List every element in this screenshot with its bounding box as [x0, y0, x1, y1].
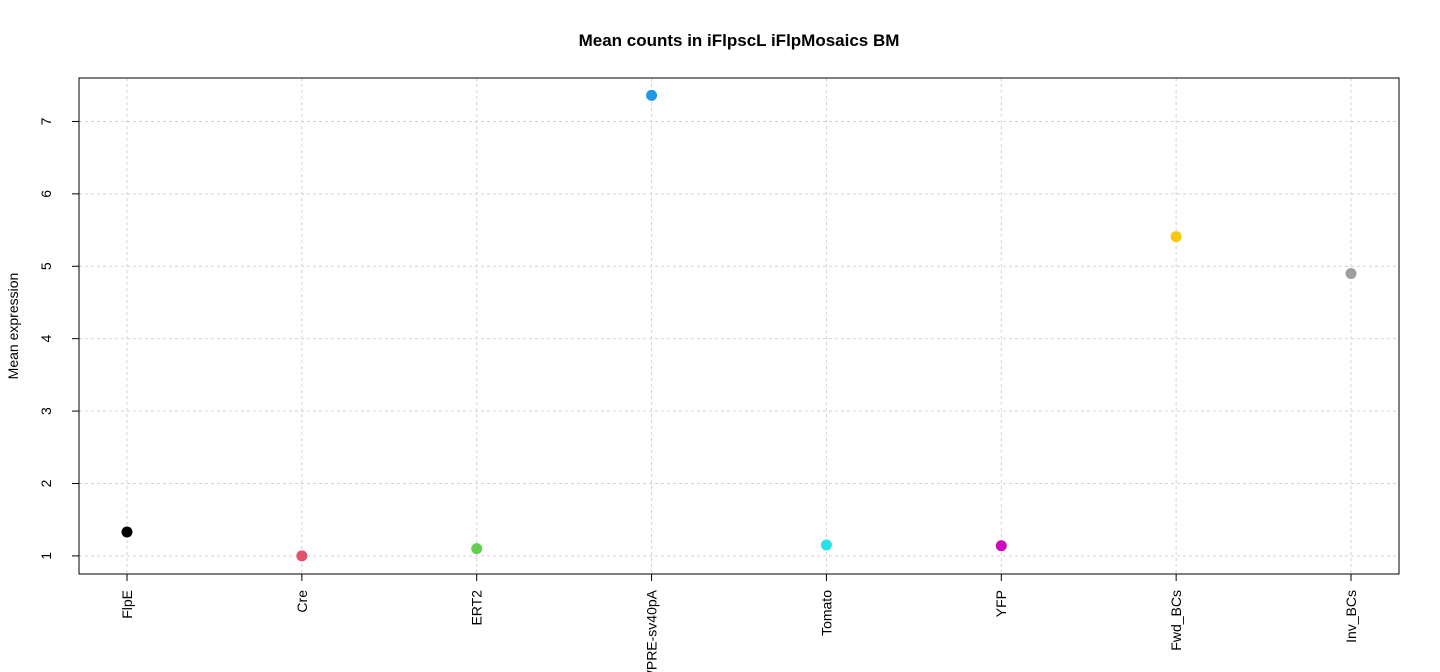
y-tick-label: 1: [38, 552, 54, 560]
data-point-wpre-sv40pa: [646, 89, 658, 101]
grid-lines: [79, 78, 1399, 574]
plot-frame: [78, 77, 1400, 575]
data-point-flpe: [121, 526, 133, 538]
x-tick-label: Fwd_BCs: [1168, 590, 1184, 651]
y-tick-label: 6: [38, 190, 54, 198]
data-point-inv-bcs: [1345, 268, 1357, 280]
y-tick-label: 7: [38, 117, 54, 125]
x-tick-label: YFP: [993, 590, 1009, 617]
data-point-ert2: [471, 543, 483, 555]
x-tick-label: FlpE: [119, 590, 135, 619]
data-point-tomato: [820, 539, 832, 551]
y-tick-label: 4: [38, 335, 54, 343]
x-tick-label: Cre: [294, 590, 310, 613]
x-tick-label: ERT2: [469, 590, 485, 626]
chart-title: Mean counts in iFlpscL iFlpMosaics BM: [579, 31, 900, 50]
x-tick-label: Inv_BCs: [1343, 590, 1359, 643]
data-point-yfp: [995, 540, 1007, 552]
x-tick-label: WPRE-sv40pA: [643, 589, 659, 672]
y-tick-label: 5: [38, 262, 54, 270]
y-tick-label: 2: [38, 479, 54, 487]
data-point-fwd-bcs: [1170, 231, 1182, 243]
x-axis: FlpE Cre ERT2 WPRE-sv40pA Tomato YFP Fwd_BCs In…: [119, 574, 1359, 672]
data-points: [121, 89, 1357, 562]
y-axis-label: Mean expression: [5, 273, 21, 380]
x-tick-label: Tomato: [818, 590, 834, 636]
data-point-cre: [296, 550, 308, 562]
y-axis: 1 2 3 4 5 6 7: [38, 117, 79, 560]
y-tick-label: 3: [38, 407, 54, 415]
